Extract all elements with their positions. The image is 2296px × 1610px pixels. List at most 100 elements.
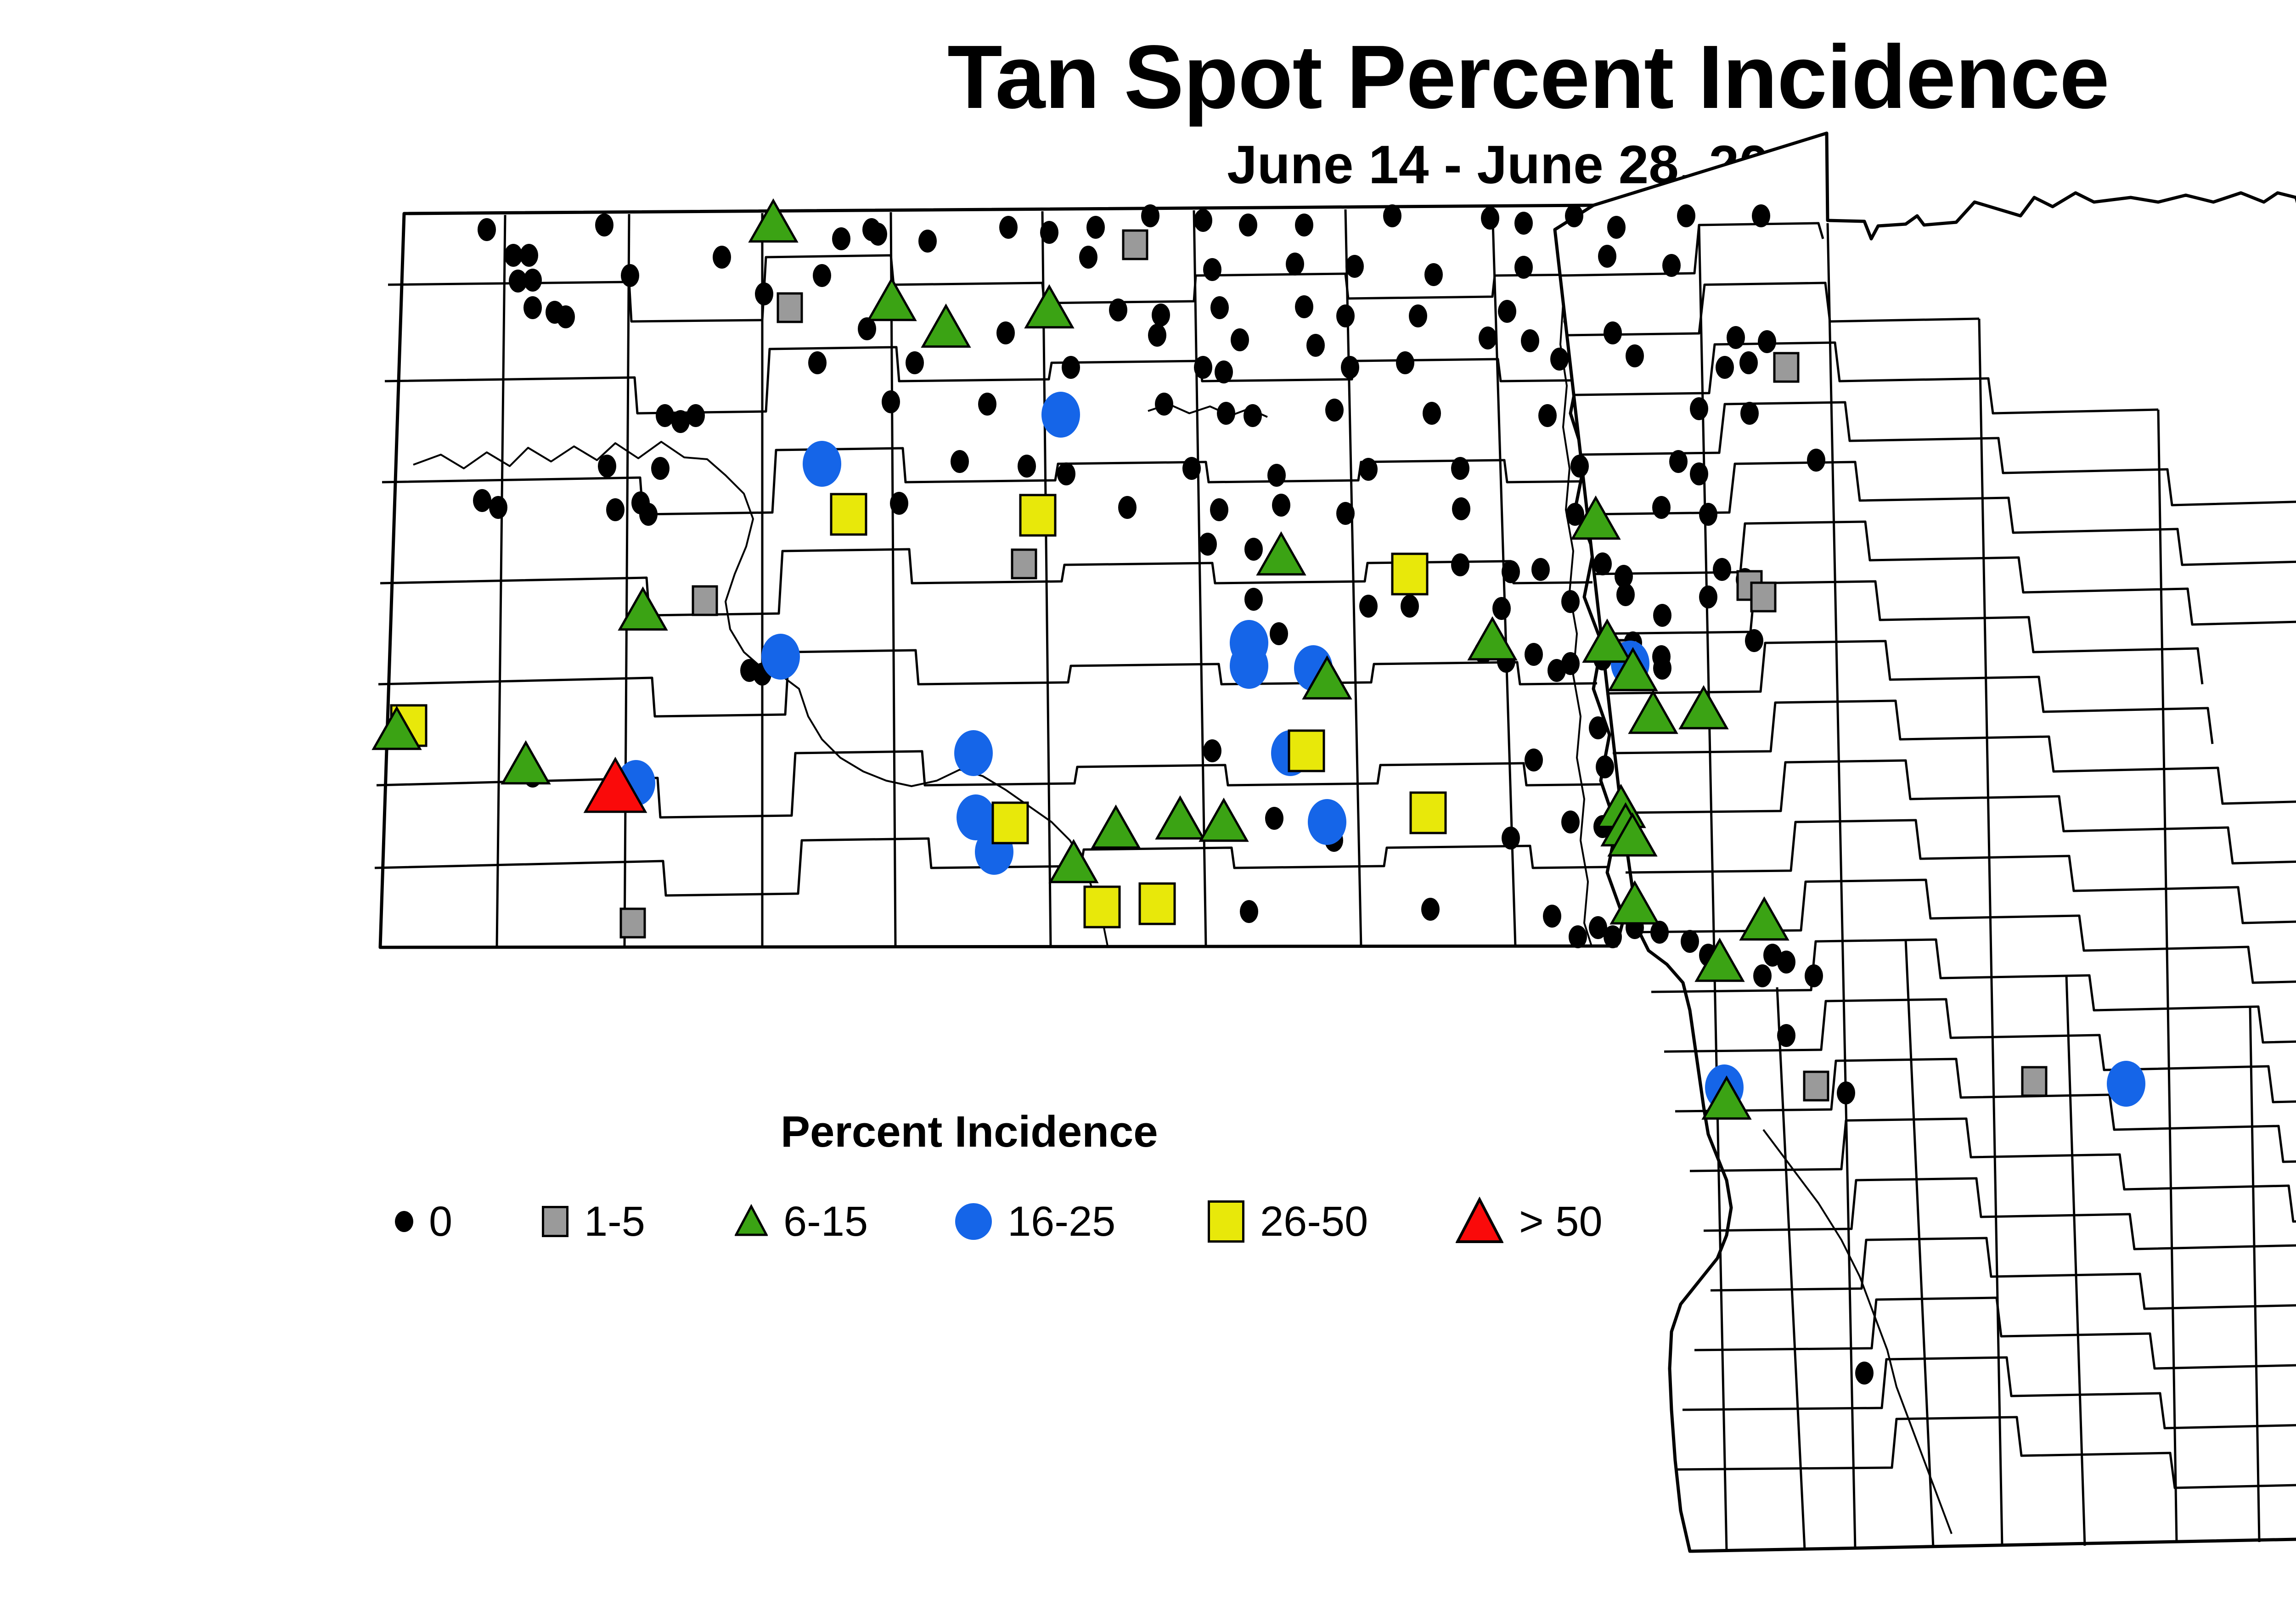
map-marker xyxy=(1295,295,1313,318)
map-marker xyxy=(1086,216,1105,239)
map-marker xyxy=(830,493,867,536)
map-marker xyxy=(1531,558,1550,581)
map-marker xyxy=(1739,351,1758,374)
map-marker xyxy=(651,457,670,480)
map-marker xyxy=(1152,304,1170,327)
mn-county-lines xyxy=(1560,222,2296,1489)
map-marker xyxy=(1803,1070,1829,1102)
map-marker xyxy=(1589,716,1607,739)
map-marker xyxy=(1118,496,1137,519)
legend-item-1[interactable]: 1-5 xyxy=(542,1187,645,1256)
map-marker xyxy=(2107,1061,2145,1107)
legend-title: Percent Incidence xyxy=(781,1107,1158,1156)
map-marker xyxy=(1182,457,1201,480)
map-marker xyxy=(1481,207,1499,230)
map-marker xyxy=(1325,399,1344,422)
minnesota-outline xyxy=(1553,131,2296,1553)
map-marker xyxy=(557,305,575,328)
map-marker xyxy=(1215,360,1233,383)
map-marker xyxy=(1615,565,1633,588)
map-marker xyxy=(957,794,995,840)
map-marker xyxy=(1083,885,1121,929)
map-marker xyxy=(921,303,971,348)
map-marker xyxy=(1582,618,1632,663)
map-marker xyxy=(1336,502,1355,525)
map-marker xyxy=(1662,254,1681,277)
map-marker xyxy=(1295,214,1313,236)
yellow-square-icon xyxy=(1208,1200,1244,1243)
map-marker xyxy=(1288,729,1325,772)
map-marker xyxy=(639,503,658,526)
map-marker xyxy=(1401,595,1419,618)
map-marker xyxy=(1267,464,1286,487)
map-marker xyxy=(1492,597,1511,620)
map-marker xyxy=(1024,284,1075,329)
legend-item-5[interactable]: > 50 xyxy=(1455,1187,1603,1256)
legend-item-0[interactable]: 0 xyxy=(395,1187,452,1256)
map-marker xyxy=(1194,209,1212,232)
map-marker xyxy=(1566,503,1584,526)
map-marker xyxy=(1122,229,1148,260)
map-marker xyxy=(1011,548,1037,580)
map-marker xyxy=(1423,402,1441,425)
map-marker xyxy=(1593,552,1612,575)
map-marker xyxy=(1336,304,1355,327)
map-marker xyxy=(748,198,799,243)
legend-label-0: 0 xyxy=(429,1198,453,1245)
map-marker xyxy=(1561,590,1580,613)
state-boundaries xyxy=(374,131,2296,1553)
map-marker xyxy=(1239,214,1257,236)
legend-label-3: 16-25 xyxy=(1007,1198,1116,1245)
map-marker xyxy=(523,296,542,319)
map-marker xyxy=(1502,560,1520,583)
map-marker xyxy=(1514,256,1533,279)
map-marker xyxy=(1203,258,1221,281)
map-marker xyxy=(890,492,908,515)
map-marker xyxy=(1155,393,1173,416)
map-marker xyxy=(1750,581,1777,613)
legend-item-4[interactable]: 26-50 xyxy=(1208,1187,1368,1256)
map-marker xyxy=(1699,585,1717,608)
map-marker xyxy=(813,264,831,287)
map-marker xyxy=(1653,657,1671,680)
legend-item-3[interactable]: 16-25 xyxy=(955,1187,1115,1256)
map-marker xyxy=(1383,204,1401,227)
map-marker xyxy=(1019,494,1057,537)
map-marker xyxy=(1713,558,1731,581)
map-marker xyxy=(473,489,491,512)
map-marker xyxy=(1690,397,1708,420)
map-marker xyxy=(371,705,422,750)
map-marker xyxy=(918,230,937,253)
map-marker xyxy=(1244,538,1263,561)
map-marker xyxy=(1451,457,1469,480)
gray-square-icon xyxy=(542,1206,568,1237)
map-marker xyxy=(1604,925,1622,948)
map-marker xyxy=(1805,964,1823,987)
red-river xyxy=(1558,261,1593,946)
map-marker xyxy=(1525,749,1543,771)
map-marker xyxy=(1538,404,1557,427)
map-marker xyxy=(1199,797,1249,842)
map-marker xyxy=(1091,804,1141,849)
legend: Percent Incidence 0 1-5 6-15 16-25 xyxy=(321,1107,1745,1258)
map-marker xyxy=(1451,553,1469,576)
map-marker xyxy=(1598,245,1616,268)
map-marker xyxy=(869,223,887,246)
legend-item-2[interactable]: 6-15 xyxy=(734,1187,868,1256)
map-marker xyxy=(1681,930,1699,953)
map-marker xyxy=(1230,643,1268,689)
page-title: Tan Spot Percent Incidence xyxy=(947,27,2110,127)
map-marker xyxy=(1270,622,1288,645)
map-marker xyxy=(808,351,827,374)
map-marker xyxy=(1109,298,1127,321)
map-marker xyxy=(1607,216,1626,239)
green-triangle-icon xyxy=(734,1204,769,1239)
map-marker xyxy=(520,244,538,267)
map-marker xyxy=(996,321,1015,344)
map-marker xyxy=(1604,321,1622,344)
map-marker xyxy=(1306,334,1325,357)
map-marker xyxy=(1272,494,1290,517)
map-marker xyxy=(1359,458,1378,481)
map-marker xyxy=(687,404,705,427)
